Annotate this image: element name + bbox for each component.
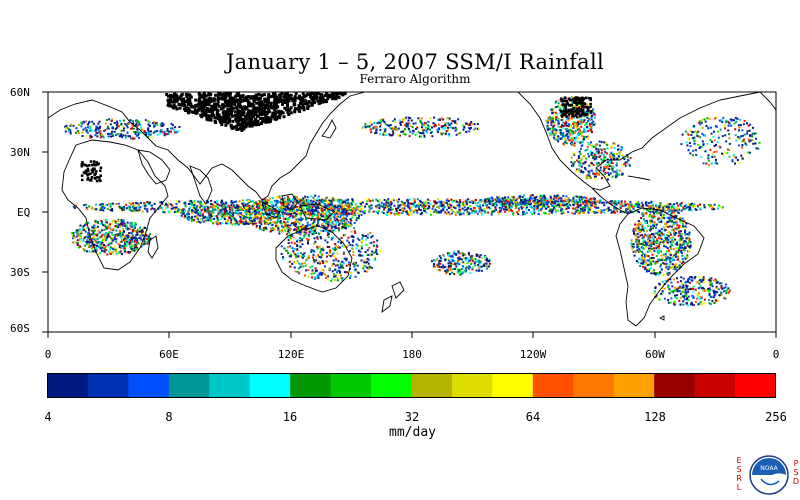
- colorbar-swatch: [209, 373, 251, 398]
- lon-label-0: 0: [44, 348, 52, 361]
- lat-label-60n: 60N: [10, 86, 30, 99]
- colorbar-swatch: [492, 373, 534, 398]
- lat-label-30s: 30S: [10, 266, 30, 279]
- colorbar-swatch: [532, 373, 574, 398]
- colorbar-swatch: [371, 373, 412, 398]
- colorbar-swatch: [613, 373, 655, 398]
- coastlines: [48, 92, 776, 327]
- noaa-badge-text: NOAA: [760, 465, 778, 472]
- colorbar-swatch: [573, 373, 615, 398]
- colorbar-label-128: 128: [644, 410, 666, 424]
- map-title: January 1 – 5, 2007 SSM/I Rainfall: [225, 50, 605, 74]
- colorbar-label-32: 32: [404, 410, 420, 424]
- lon-label-60w: 60W: [645, 348, 665, 361]
- lon-label-60e: 60E: [159, 348, 179, 361]
- colorbar-label-256: 256: [765, 410, 787, 424]
- lon-label-120e: 120E: [277, 348, 305, 361]
- colorbar-swatch: [128, 373, 170, 398]
- colorbar-swatch: [168, 373, 210, 398]
- colorbar-label-16: 16: [282, 410, 298, 424]
- noaa-logo: NOAA: [749, 455, 789, 495]
- lat-label-eq: EQ: [17, 206, 31, 219]
- colorbar-swatch: [87, 373, 129, 398]
- colorbar-swatch: [249, 373, 291, 398]
- colorbar-swatch: [47, 373, 89, 398]
- colorbar-label-4: 4: [44, 410, 52, 424]
- lon-label-180: 180: [402, 348, 422, 361]
- colorbar-label-8: 8: [165, 410, 173, 424]
- colorbar-swatch: [330, 373, 372, 398]
- lon-ticks: [47, 332, 777, 338]
- colorbar: [47, 373, 776, 398]
- map-subtitle: Ferraro Algorithm: [359, 72, 471, 86]
- colorbar-swatch: [290, 373, 331, 398]
- colorbar-swatch: [735, 373, 776, 398]
- lon-label-0-end: 0: [772, 348, 780, 361]
- colorbar-units: mm/day: [389, 425, 436, 440]
- colorbar-swatch: [411, 373, 453, 398]
- lon-label-120w: 120W: [519, 348, 547, 361]
- rain-cells: [64, 92, 761, 307]
- lat-label-30n: 30N: [10, 146, 30, 159]
- colorbar-swatch: [694, 373, 736, 398]
- lat-ticks: [42, 91, 48, 333]
- lat-label-60s: 60S: [10, 322, 30, 335]
- colorbar-label-64: 64: [525, 410, 541, 424]
- colorbar-swatch: [654, 373, 695, 398]
- colorbar-swatch: [451, 373, 493, 398]
